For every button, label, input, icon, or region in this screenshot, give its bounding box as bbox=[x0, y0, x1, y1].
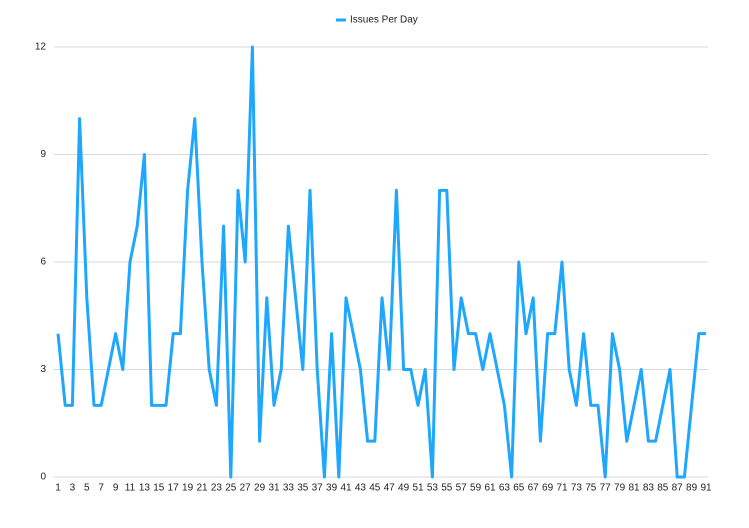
y-tick-label: 9 bbox=[40, 149, 46, 160]
x-tick-label: 75 bbox=[585, 483, 597, 494]
x-tick-label: 85 bbox=[657, 483, 669, 494]
x-tick-label: 33 bbox=[283, 483, 295, 494]
x-tick-label: 15 bbox=[153, 483, 165, 494]
x-tick-label: 31 bbox=[268, 483, 280, 494]
x-tick-label: 29 bbox=[254, 483, 266, 494]
series-line bbox=[56, 45, 706, 479]
x-tick-label: 55 bbox=[441, 483, 453, 494]
y-tick-label: 0 bbox=[40, 472, 46, 483]
x-tick-label: 5 bbox=[84, 483, 90, 494]
x-tick-label: 43 bbox=[355, 483, 367, 494]
x-tick-label: 35 bbox=[297, 483, 309, 494]
x-tick-label: 9 bbox=[113, 483, 119, 494]
legend-label: Issues Per Day bbox=[350, 15, 418, 26]
x-tick-label: 71 bbox=[556, 483, 568, 494]
x-tick-label: 37 bbox=[312, 483, 324, 494]
y-tick-label: 6 bbox=[40, 257, 46, 268]
x-tick-label: 23 bbox=[211, 483, 223, 494]
x-tick-label: 51 bbox=[412, 483, 424, 494]
x-tick-label: 17 bbox=[168, 483, 180, 494]
x-tick-label: 67 bbox=[528, 483, 540, 494]
x-tick-label: 49 bbox=[398, 483, 410, 494]
x-tick-label: 39 bbox=[326, 483, 338, 494]
x-tick-label: 47 bbox=[384, 483, 396, 494]
x-tick-label: 77 bbox=[600, 483, 612, 494]
x-tick-label: 21 bbox=[196, 483, 208, 494]
x-tick-label: 45 bbox=[369, 483, 381, 494]
x-tick-label: 83 bbox=[643, 483, 655, 494]
x-tick-label: 59 bbox=[470, 483, 482, 494]
x-tick-label: 63 bbox=[499, 483, 511, 494]
x-tick-label: 19 bbox=[182, 483, 194, 494]
x-tick-label: 87 bbox=[672, 483, 684, 494]
x-tick-label: 61 bbox=[484, 483, 496, 494]
x-tick-label: 7 bbox=[98, 483, 104, 494]
x-tick-label: 65 bbox=[513, 483, 525, 494]
x-tick-label: 3 bbox=[70, 483, 76, 494]
x-tick-label: 53 bbox=[427, 483, 439, 494]
x-tick-label: 27 bbox=[240, 483, 252, 494]
x-tick-label: 1 bbox=[55, 483, 61, 494]
y-tick-label: 12 bbox=[35, 42, 47, 53]
x-tick-label: 41 bbox=[340, 483, 352, 494]
x-tick-label: 11 bbox=[125, 483, 136, 494]
y-tick-label: 3 bbox=[40, 364, 46, 375]
x-tick-label: 69 bbox=[542, 483, 554, 494]
x-tick-label: 89 bbox=[686, 483, 698, 494]
x-tick-label: 91 bbox=[700, 483, 712, 494]
x-tick-label: 25 bbox=[225, 483, 237, 494]
x-tick-label: 13 bbox=[139, 483, 151, 494]
x-tick-label: 57 bbox=[456, 483, 468, 494]
x-tick-label: 81 bbox=[628, 483, 640, 494]
x-tick-label: 79 bbox=[614, 483, 626, 494]
x-tick-label: 73 bbox=[571, 483, 583, 494]
